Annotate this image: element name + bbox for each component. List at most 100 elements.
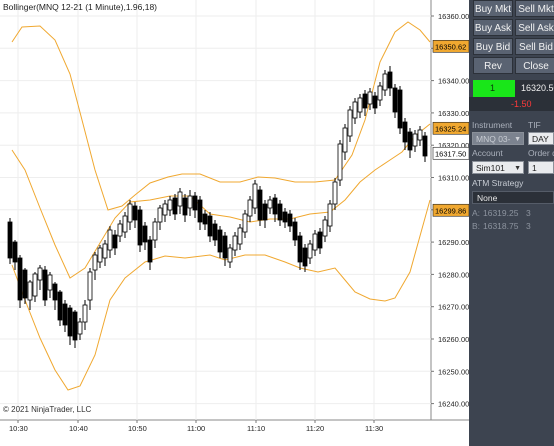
candle-body	[122, 215, 128, 233]
candle-body	[172, 197, 178, 215]
time-tick-label: 10:30	[9, 424, 28, 433]
price-marker-label: 16317.50	[435, 149, 466, 158]
account-select[interactable]: Sim101 ▼	[472, 161, 524, 174]
buy-market-button[interactable]: Buy Mkt	[473, 0, 513, 17]
sell-ask-button[interactable]: Sell Ask	[515, 19, 554, 36]
instrument-select[interactable]: MNQ 03- ▼	[472, 132, 524, 145]
candle-body	[52, 283, 58, 301]
position-quantity: 1	[473, 80, 515, 97]
candle-body	[157, 207, 163, 223]
price-tick-label: 16260.00	[438, 335, 469, 344]
candle-body	[102, 243, 108, 259]
candle-body	[297, 235, 303, 263]
candle-body	[292, 221, 298, 241]
candle-body	[187, 195, 193, 209]
candle-body	[62, 303, 68, 326]
chart-trader-panel: Buy Mkt Sell Mkt Buy Ask Sell Ask Buy Bi…	[469, 0, 554, 446]
chevron-down-icon: ▼	[514, 136, 521, 143]
candle-body	[27, 281, 33, 301]
candle-body	[127, 203, 133, 223]
ask-price: 16319.25	[483, 208, 519, 218]
order-qty-value: 1	[532, 163, 537, 173]
candle-body	[267, 199, 273, 209]
candle-body	[32, 273, 38, 297]
candle-body	[212, 223, 218, 241]
buy-ask-button[interactable]: Buy Ask	[473, 19, 513, 36]
candle-body	[132, 205, 138, 221]
candle-body	[402, 121, 408, 143]
candle-body	[12, 241, 18, 263]
price-marker-label: 16299.86	[435, 206, 466, 215]
time-tick-label: 11:30	[365, 424, 383, 433]
price-tick-label: 16320.00	[438, 141, 469, 150]
candle-body	[362, 93, 368, 109]
candle-body	[262, 203, 268, 221]
candle-body	[17, 257, 23, 301]
price-tick-label: 16250.00	[438, 367, 469, 376]
reverse-button[interactable]: Rev	[473, 57, 513, 74]
candle-body	[357, 97, 363, 113]
candle-body	[342, 127, 348, 153]
candle-body	[22, 269, 28, 299]
close-position-button[interactable]: Close	[515, 57, 554, 74]
bid-side-label: B:	[472, 221, 481, 231]
candle-body	[372, 95, 378, 109]
ask-row: A: 16319.25 3	[469, 207, 554, 219]
price-marker-box	[432, 203, 469, 217]
candle-body	[232, 235, 238, 251]
candle-body	[197, 199, 203, 223]
candle-body	[112, 234, 118, 249]
candle-body	[322, 219, 328, 237]
candle-body	[382, 73, 388, 91]
candle-body	[337, 143, 343, 181]
tif-value: DAY	[532, 134, 549, 144]
candle-body	[82, 304, 88, 323]
candle-body	[257, 189, 263, 221]
candle-body	[302, 247, 308, 267]
time-tick-label: 10:40	[69, 424, 88, 433]
instrument-label: Instrument	[472, 120, 513, 130]
candle-body	[57, 291, 63, 321]
candle-body	[87, 271, 93, 301]
tif-select[interactable]: DAY	[528, 132, 554, 145]
candle-body	[42, 269, 48, 301]
candle-body	[352, 101, 358, 119]
candle-body	[137, 209, 143, 246]
candle-body	[367, 91, 373, 105]
candle-body	[247, 199, 253, 217]
buy-bid-button[interactable]: Buy Bid	[473, 38, 513, 55]
candle-body	[217, 229, 223, 253]
candle-body	[92, 254, 98, 271]
chart-title: Bollinger(MNQ 12-21 (1 Minute),1.96,18)	[3, 2, 158, 12]
price-chart[interactable]: 16360.0016350.0016340.0016330.0016320.00…	[0, 0, 469, 446]
copyright-text: © 2021 NinjaTrader, LLC	[3, 405, 92, 414]
candle-body	[412, 133, 418, 147]
candle-body	[162, 203, 168, 216]
bid-row: B: 16318.75 3	[469, 220, 554, 232]
bid-price: 16318.75	[483, 221, 519, 231]
candle-body	[72, 311, 78, 341]
candle-body	[192, 195, 198, 211]
candle-body	[177, 191, 183, 207]
candle-body	[332, 181, 338, 205]
instrument-value: MNQ 03-	[476, 134, 511, 144]
candle-body	[37, 267, 43, 281]
sell-bid-button[interactable]: Sell Bid	[515, 38, 554, 55]
position-avg-price: 16320.50	[515, 80, 554, 97]
candle-body	[397, 89, 403, 129]
price-tick-label: 16340.00	[438, 77, 469, 86]
account-label: Account	[472, 148, 503, 158]
price-tick-label: 16330.00	[438, 109, 469, 118]
sell-market-button[interactable]: Sell Mkt	[515, 0, 554, 17]
atm-strategy-value: None	[477, 193, 498, 203]
chart-panel[interactable]: 16360.0016350.0016340.0016330.0016320.00…	[0, 0, 469, 446]
price-marker-box	[432, 146, 469, 160]
candle-body	[222, 235, 228, 259]
atm-strategy-select[interactable]: None	[472, 191, 554, 204]
candle-body	[287, 213, 293, 227]
candle-body	[307, 243, 313, 259]
candle-body	[182, 197, 188, 216]
candle-body	[77, 321, 83, 335]
middle-band-line	[11, 123, 431, 279]
order-qty-input[interactable]: 1	[528, 161, 554, 174]
